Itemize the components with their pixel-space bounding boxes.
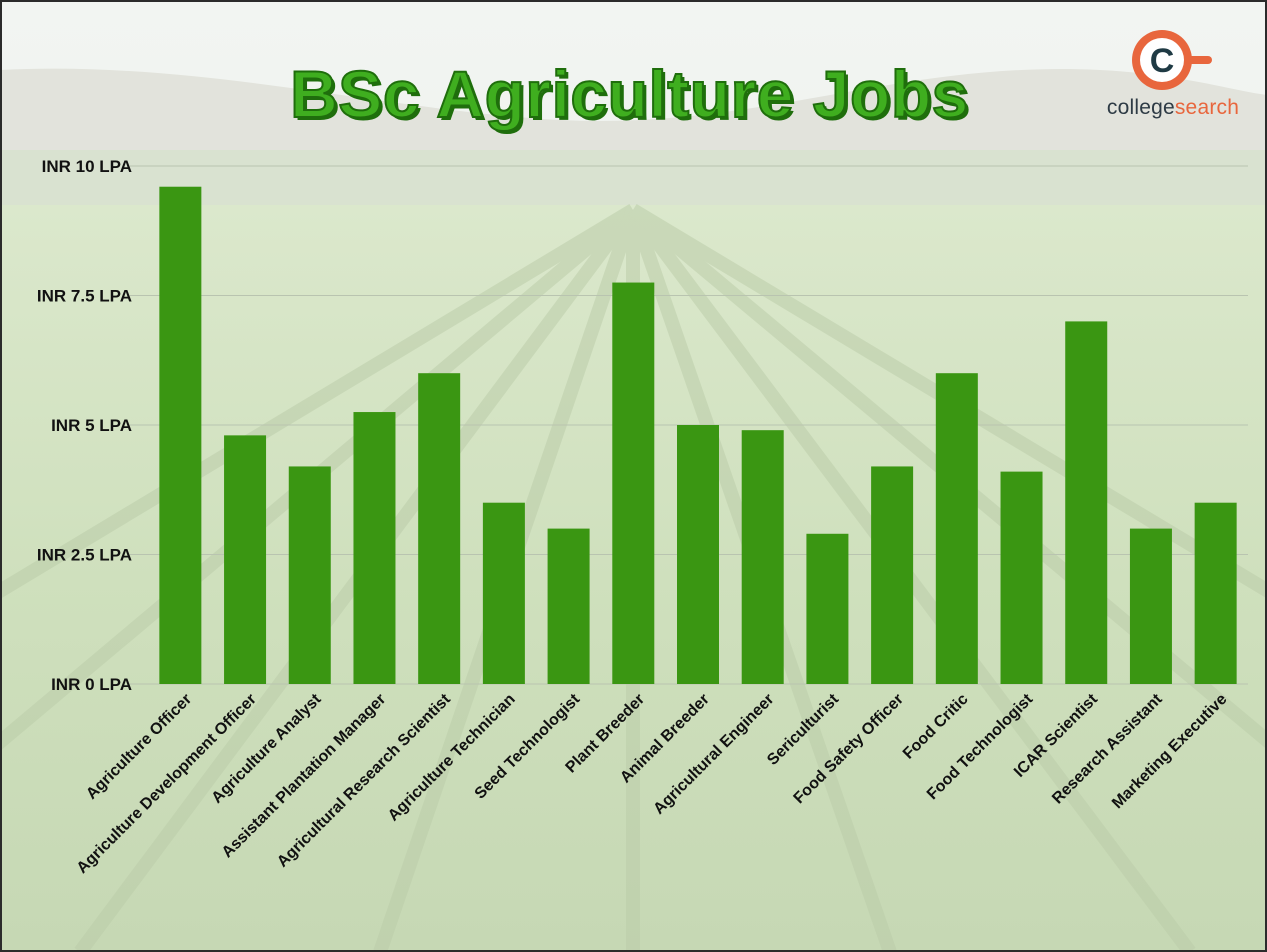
bar-7 [547, 528, 590, 684]
x-tick-label: Agriculture Analyst [209, 690, 325, 806]
x-tick-label: Agriculture Technician [385, 691, 519, 825]
bars [159, 186, 1237, 684]
brand-icon-letter: C [1150, 42, 1175, 80]
brand-name-part1: college [1106, 96, 1175, 119]
x-tick-label: Research Assistant [1049, 690, 1166, 807]
bar-14 [1000, 471, 1043, 684]
y-tick-label: INR 7.5 LPA [37, 287, 132, 306]
bar-16 [1129, 528, 1172, 684]
brand-name-part2: search [1174, 96, 1240, 119]
y-tick-label: INR 5 LPA [51, 416, 132, 435]
bar-9 [677, 425, 719, 684]
x-tick-label: Agricultural Engineer [650, 691, 777, 818]
bar-10 [741, 430, 784, 684]
x-tick-label: Food Safety Officer [791, 691, 907, 807]
brand-c-icon: C [1132, 30, 1212, 90]
bar-5 [418, 373, 461, 684]
brand-name: collegesearch [1098, 96, 1248, 120]
bar-8 [612, 282, 655, 684]
x-tick-label: Food Critic [900, 691, 972, 763]
y-tick-label: INR 10 LPA [42, 157, 132, 176]
y-tick-label: INR 2.5 LPA [37, 546, 132, 565]
x-tick-label: Seed Technologist [472, 690, 584, 802]
y-tick-label: INR 0 LPA [51, 675, 132, 694]
bar-13 [935, 373, 978, 684]
bar-4 [353, 412, 396, 684]
bar-15 [1065, 321, 1108, 684]
chart-title: BSc Agriculture Jobs [289, 56, 969, 132]
x-tick-label: Agriculture Officer [83, 691, 195, 803]
collegesearch-logo: C collegesearch [1090, 28, 1250, 128]
bar-17 [1194, 502, 1237, 684]
bar-3 [288, 466, 331, 684]
x-tick-label: Marketing Executive [1109, 691, 1231, 813]
x-tick-label: Food Technologist [924, 690, 1037, 803]
bar-12 [871, 466, 914, 684]
bar-6 [482, 502, 525, 684]
bar-1 [159, 186, 202, 684]
bar-11 [806, 533, 849, 684]
bar-2 [224, 435, 267, 684]
